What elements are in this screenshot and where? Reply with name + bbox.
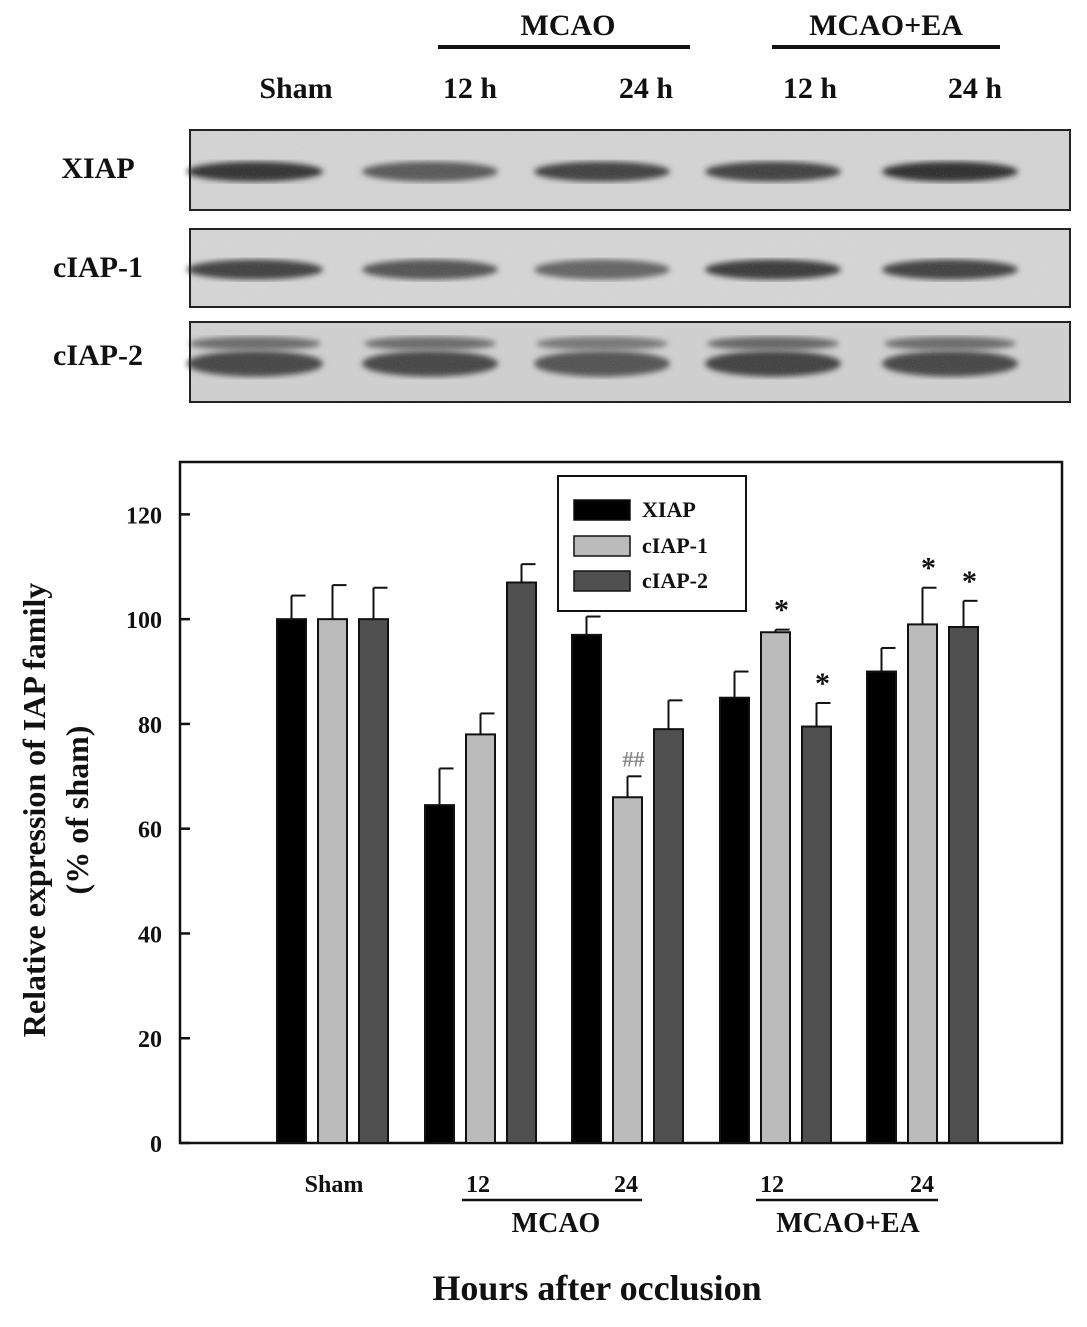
bar-ciap-2-0 [358, 618, 389, 1144]
bar-ciap-2-2 [653, 728, 684, 1145]
bar-ciap-1-4 [907, 623, 938, 1144]
y-axis-title-line2: (% of sham) [59, 726, 95, 895]
blot-row-label-ciap2: cIAP-2 [53, 339, 143, 372]
significance-marker: ## [623, 746, 645, 771]
bar-ciap-2-1 [506, 581, 537, 1144]
blot-lane-label-mcao-24h: 24 h [619, 72, 674, 105]
blot-group-label-mcao-ea: MCAO+EA [809, 9, 963, 42]
bar-xiap-3 [719, 696, 750, 1144]
x-tick-label-ea-24: 24 [910, 1172, 934, 1198]
bar-xiap-1 [424, 804, 455, 1144]
blot-strip-ciap1 [187, 228, 1071, 308]
legend-label-ciap2: cIAP-2 [642, 568, 708, 593]
blot-lane-label-ea-12h: 12 h [783, 72, 838, 105]
bar-ciap-1-0 [317, 618, 348, 1144]
bar-ciap-1-3 [760, 631, 791, 1144]
legend-swatch-ciap2 [573, 570, 631, 592]
legend-label-ciap1: cIAP-1 [642, 533, 708, 558]
x-tick-label-ea-12: 12 [760, 1172, 784, 1198]
blot-texture [190, 229, 1070, 307]
blot-lane-label-sham: Sham [259, 72, 332, 105]
y-tick-label: 60 [138, 818, 162, 844]
significance-marker: * [962, 565, 977, 598]
bar-ciap-1-2 [612, 796, 643, 1144]
significance-marker: * [815, 667, 830, 700]
y-tick-label: 20 [138, 1027, 162, 1053]
y-axis-title-line1: Relative expression of IAP family [16, 583, 52, 1037]
x-group-label-mcao: MCAO [512, 1208, 601, 1239]
y-tick-label: 80 [138, 713, 162, 739]
x-group-label-mcao-ea: MCAO+EA [776, 1208, 920, 1239]
bar-xiap-0 [276, 618, 307, 1144]
blot-group-label-mcao: MCAO [521, 9, 616, 42]
significance-marker: * [921, 552, 936, 585]
bar-chart: 0 20 40 60 80 100 120 ## * * * * Relative expressi… [16, 460, 1064, 1308]
significance-markers: ## * * * * [623, 552, 978, 772]
blot-strip-ciap2 [187, 321, 1071, 403]
y-axis: 0 20 40 60 80 100 120 [126, 503, 190, 1158]
blot-lane-label-ea-24h: 24 h [948, 72, 1003, 105]
x-tick-label-mcao-24: 24 [614, 1172, 638, 1198]
y-tick-label: 40 [138, 922, 162, 948]
x-tick-label-sham: Sham [305, 1172, 364, 1198]
blot-strip-xiap [187, 129, 1071, 211]
blot-border [189, 228, 1071, 308]
legend-label-xiap: XIAP [642, 497, 696, 522]
blot-border [189, 321, 1071, 403]
legend-swatch-xiap [573, 499, 631, 521]
bar-ciap-2-4 [948, 626, 979, 1144]
blot-row-label-ciap1: cIAP-1 [53, 251, 143, 284]
y-tick-label: 0 [150, 1132, 162, 1158]
legend: XIAP cIAP-1 cIAP-2 [557, 475, 747, 612]
x-tick-label-mcao-12: 12 [466, 1172, 490, 1198]
blot-texture [190, 322, 1070, 402]
bar-ciap-1-1 [465, 733, 496, 1145]
blot-panel: MCAO MCAO+EA Sham 12 h 24 h 12 h 24 h XI… [53, 9, 1071, 403]
blot-lane-label-mcao-12h: 12 h [443, 72, 498, 105]
bar-xiap-2 [571, 633, 602, 1144]
legend-swatch-ciap1 [573, 535, 631, 557]
bar-xiap-4 [866, 670, 897, 1144]
x-axis-title: Hours after occlusion [432, 1268, 761, 1308]
blot-texture [190, 130, 1070, 210]
y-tick-label: 120 [126, 503, 162, 529]
blot-border [189, 129, 1071, 211]
bar-ciap-2-3 [801, 725, 832, 1144]
bars [276, 563, 979, 1145]
blot-row-label-xiap: XIAP [61, 152, 134, 185]
y-tick-label: 100 [126, 608, 162, 634]
significance-marker: * [774, 594, 789, 627]
